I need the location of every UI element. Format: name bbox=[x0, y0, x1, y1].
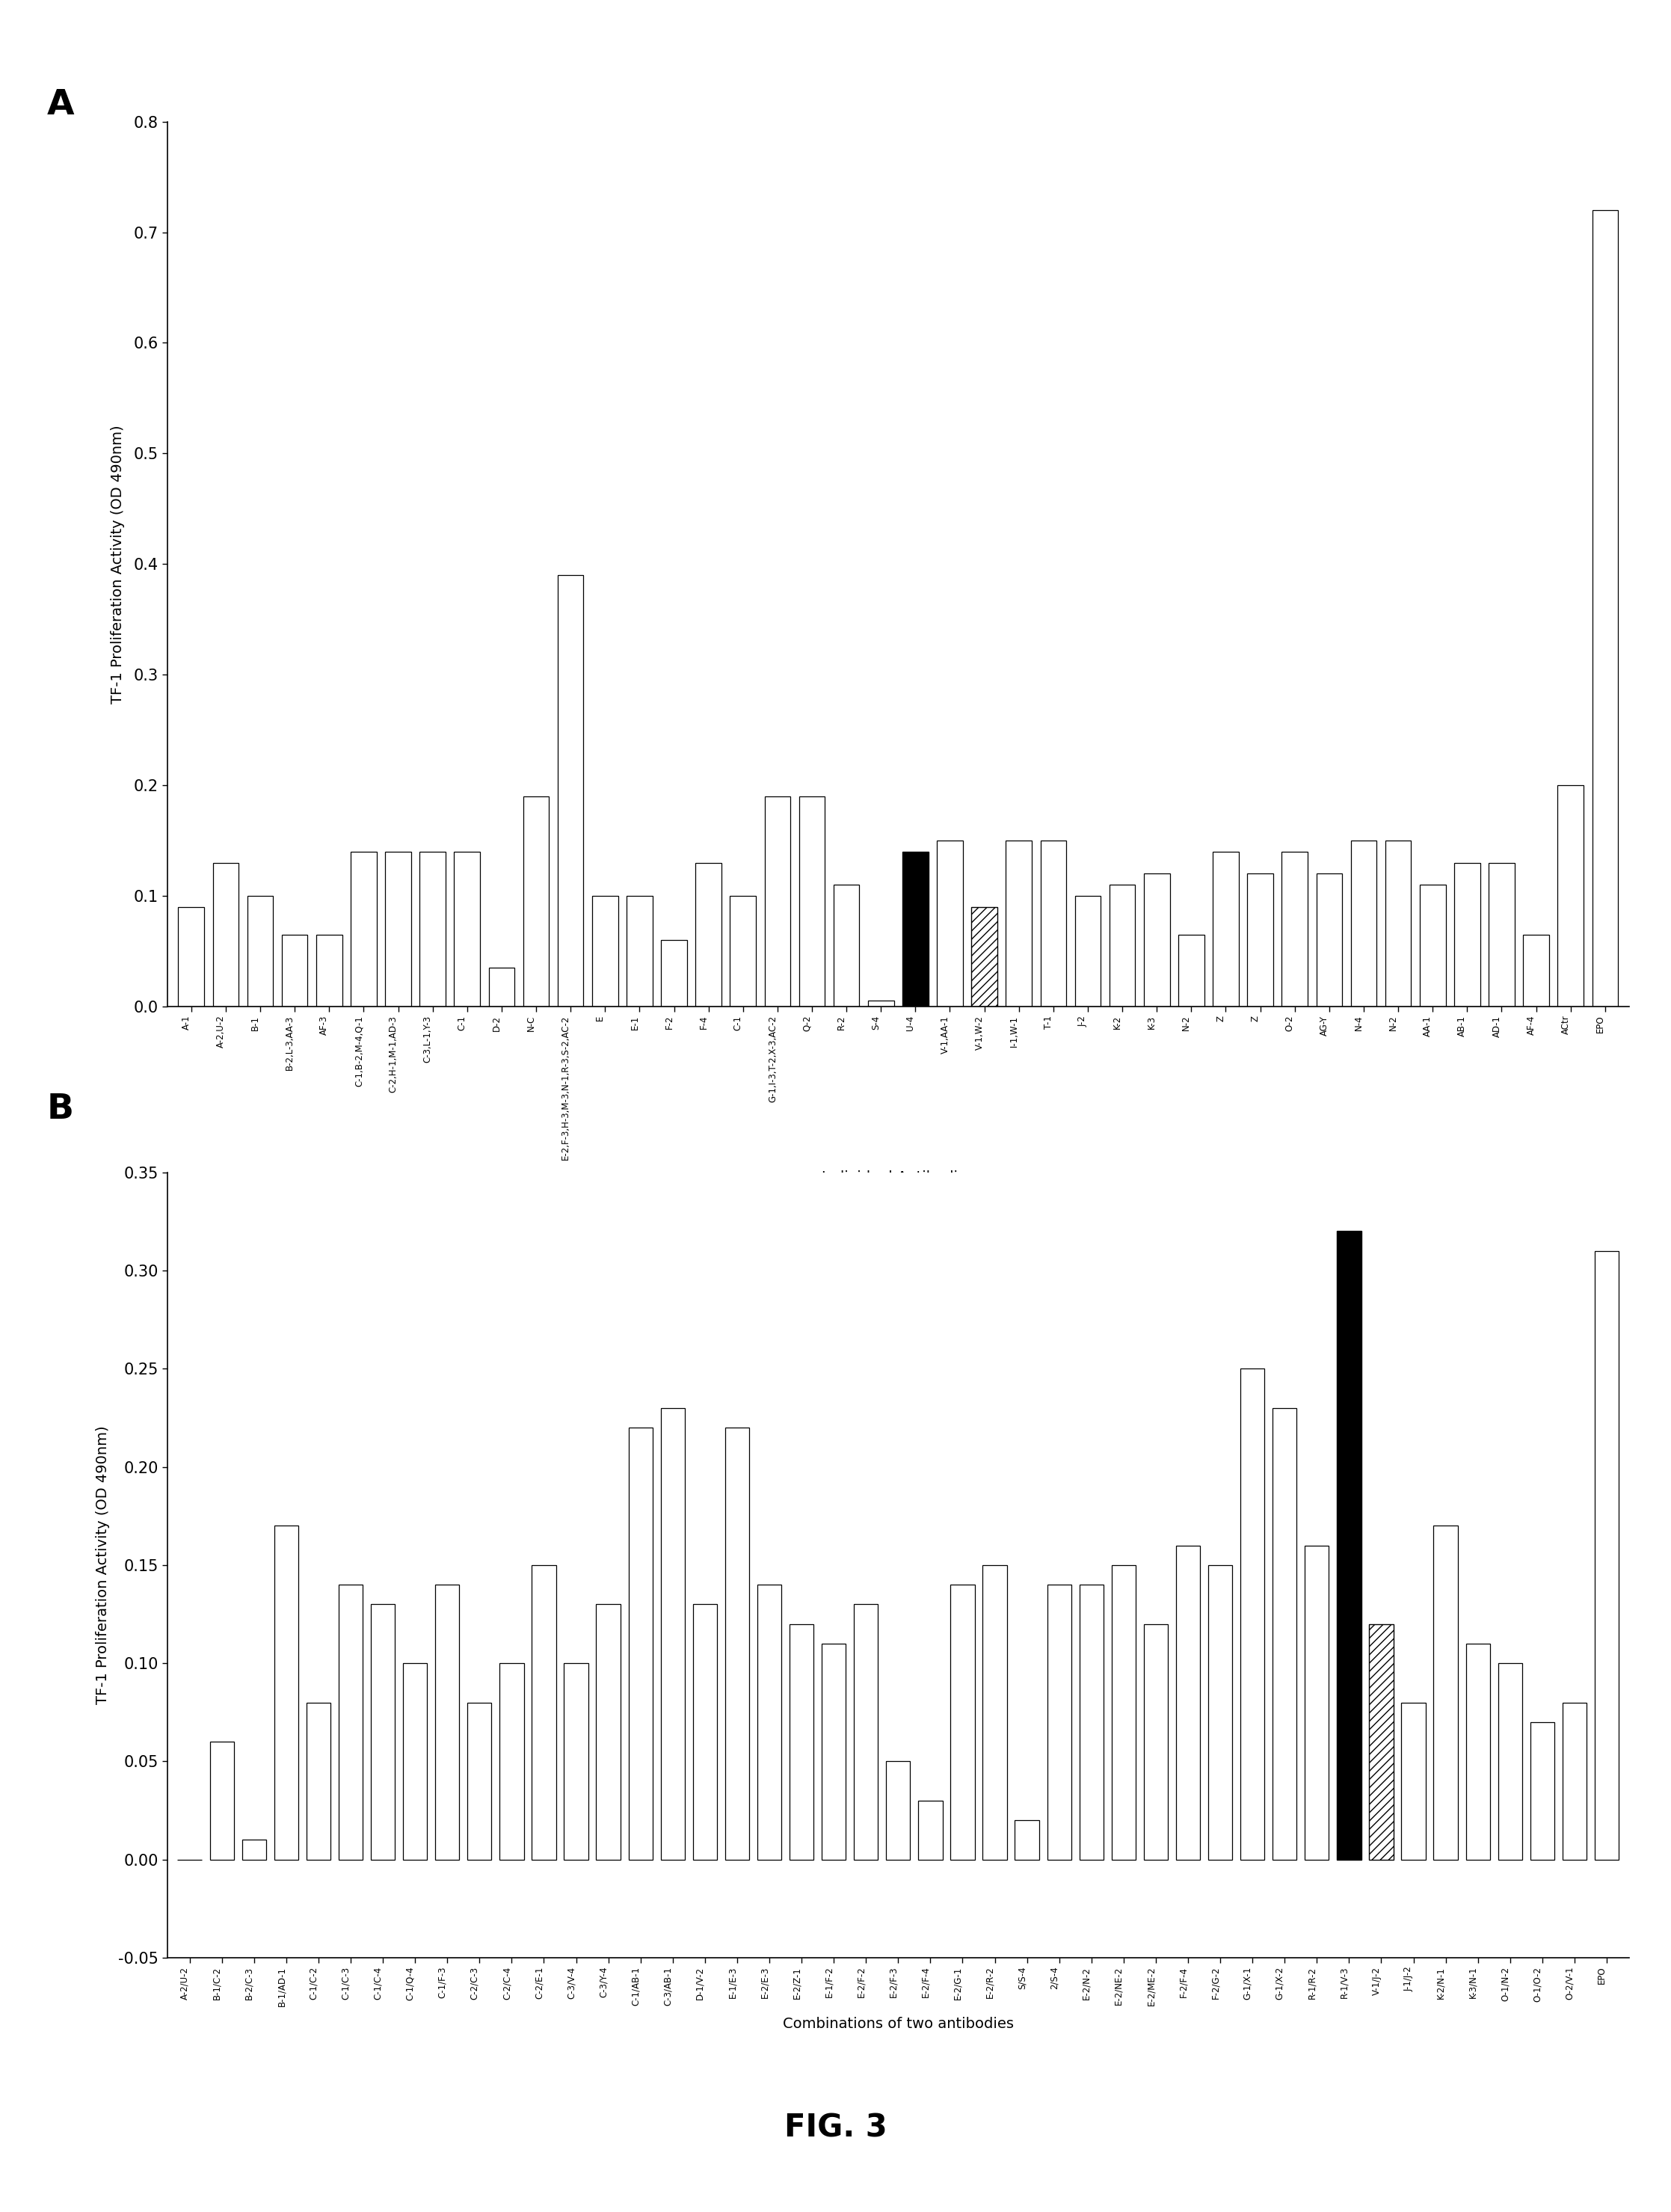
Bar bbox=[488, 967, 515, 1006]
Bar bbox=[211, 1741, 234, 1860]
Bar bbox=[1562, 1703, 1586, 1860]
Bar bbox=[1337, 1232, 1362, 1860]
Bar bbox=[274, 1526, 299, 1860]
Bar bbox=[247, 896, 272, 1006]
Bar bbox=[1385, 841, 1410, 1006]
Bar bbox=[242, 1840, 266, 1860]
Bar bbox=[1402, 1703, 1425, 1860]
Bar bbox=[1317, 874, 1342, 1006]
Bar bbox=[1178, 933, 1205, 1006]
Bar bbox=[1524, 933, 1549, 1006]
Bar bbox=[725, 1427, 749, 1860]
Bar bbox=[212, 863, 239, 1006]
Bar bbox=[403, 1663, 428, 1860]
Bar bbox=[523, 796, 550, 1006]
Bar bbox=[419, 852, 446, 1006]
Bar bbox=[434, 1584, 460, 1860]
Bar bbox=[1006, 841, 1031, 1006]
Bar bbox=[693, 1604, 717, 1860]
Bar bbox=[1420, 885, 1445, 1006]
Bar bbox=[951, 1584, 974, 1860]
Bar bbox=[1111, 1566, 1136, 1860]
Bar bbox=[565, 1663, 588, 1860]
Bar bbox=[1208, 1566, 1232, 1860]
Bar bbox=[1282, 852, 1308, 1006]
Bar bbox=[765, 796, 790, 1006]
Bar bbox=[386, 852, 411, 1006]
Bar bbox=[468, 1703, 491, 1860]
Y-axis label: TF-1 Proliferation Activity (OD 490nm): TF-1 Proliferation Activity (OD 490nm) bbox=[110, 425, 125, 703]
Bar bbox=[1465, 1644, 1491, 1860]
X-axis label: Individual Antibodies: Individual Antibodies bbox=[822, 1170, 974, 1183]
Bar bbox=[1074, 896, 1101, 1006]
Bar bbox=[1247, 874, 1273, 1006]
Bar bbox=[1369, 1624, 1394, 1860]
Y-axis label: TF-1 Proliferation Activity (OD 490nm): TF-1 Proliferation Activity (OD 490nm) bbox=[95, 1427, 110, 1703]
Bar bbox=[1143, 1624, 1168, 1860]
Bar bbox=[1079, 1584, 1103, 1860]
Bar bbox=[1350, 841, 1377, 1006]
Bar bbox=[886, 1761, 911, 1860]
Bar bbox=[1454, 863, 1481, 1006]
Bar bbox=[592, 896, 618, 1006]
Bar bbox=[919, 1801, 942, 1860]
Bar bbox=[1110, 885, 1135, 1006]
Bar bbox=[1531, 1721, 1554, 1860]
Bar bbox=[1213, 852, 1238, 1006]
Bar bbox=[1145, 874, 1170, 1006]
Bar bbox=[695, 863, 722, 1006]
Bar bbox=[628, 1427, 653, 1860]
Bar bbox=[531, 1566, 556, 1860]
Text: B: B bbox=[47, 1093, 74, 1126]
Bar bbox=[1489, 863, 1514, 1006]
Bar bbox=[662, 940, 687, 1006]
Bar bbox=[179, 907, 204, 1006]
Bar bbox=[799, 796, 825, 1006]
Bar bbox=[660, 1409, 685, 1860]
Bar bbox=[597, 1604, 620, 1860]
Bar bbox=[822, 1644, 846, 1860]
Bar bbox=[371, 1604, 394, 1860]
Bar bbox=[730, 896, 755, 1006]
Bar bbox=[455, 852, 480, 1006]
Bar bbox=[1592, 210, 1618, 1006]
Bar bbox=[316, 933, 343, 1006]
Bar bbox=[1497, 1663, 1522, 1860]
Bar bbox=[306, 1703, 331, 1860]
Bar bbox=[1305, 1546, 1328, 1860]
Bar bbox=[1434, 1526, 1457, 1860]
Bar bbox=[854, 1604, 877, 1860]
Bar bbox=[1014, 1820, 1039, 1860]
Bar bbox=[757, 1584, 782, 1860]
Bar bbox=[902, 852, 929, 1006]
X-axis label: Combinations of two antibodies: Combinations of two antibodies bbox=[782, 2017, 1014, 2031]
Bar bbox=[339, 1584, 363, 1860]
Text: A: A bbox=[47, 88, 74, 122]
Text: FIG. 3: FIG. 3 bbox=[784, 2112, 887, 2143]
Bar bbox=[500, 1663, 523, 1860]
Bar bbox=[1176, 1546, 1200, 1860]
Bar bbox=[1273, 1409, 1297, 1860]
Bar bbox=[789, 1624, 814, 1860]
Bar bbox=[971, 907, 998, 1006]
Bar bbox=[1041, 841, 1066, 1006]
Bar bbox=[1557, 785, 1584, 1006]
Bar bbox=[351, 852, 376, 1006]
Bar bbox=[1048, 1584, 1071, 1860]
Bar bbox=[1594, 1252, 1619, 1860]
Bar bbox=[834, 885, 859, 1006]
Bar bbox=[627, 896, 652, 1006]
Bar bbox=[937, 841, 962, 1006]
Bar bbox=[558, 575, 583, 1006]
Bar bbox=[867, 1000, 894, 1006]
Bar bbox=[1240, 1369, 1265, 1860]
Bar bbox=[282, 933, 307, 1006]
Bar bbox=[983, 1566, 1008, 1860]
